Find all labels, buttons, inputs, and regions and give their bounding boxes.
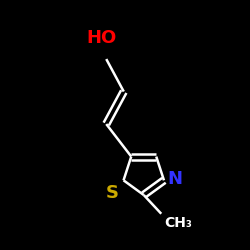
Text: HO: HO: [86, 28, 117, 46]
Text: S: S: [106, 184, 119, 202]
Text: N: N: [167, 170, 182, 188]
Text: CH₃: CH₃: [164, 216, 192, 230]
